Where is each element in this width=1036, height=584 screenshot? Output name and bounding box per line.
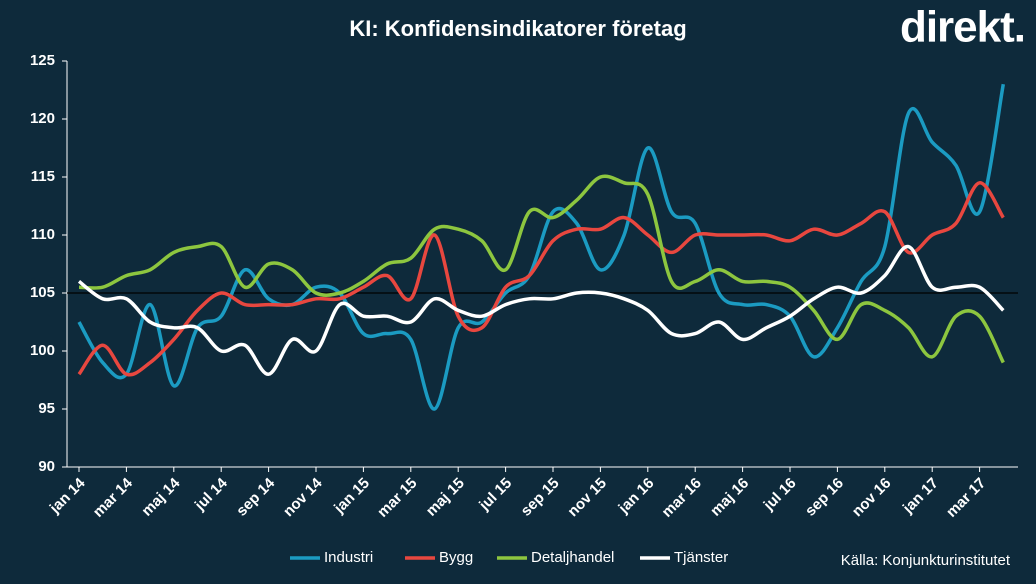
legend-label: Bygg [439, 549, 473, 566]
y-tick-label: 100 [30, 342, 55, 359]
y-tick-label: 95 [38, 400, 55, 417]
y-tick-label: 110 [31, 226, 55, 243]
series-line [77, 181, 1005, 377]
series-line [78, 174, 1005, 364]
y-tick-label: 90 [38, 458, 55, 475]
legend-label: Tjänster [674, 549, 728, 566]
y-tick-label: 120 [30, 110, 55, 127]
series-line [77, 244, 1005, 376]
y-tick-label: 115 [31, 168, 55, 185]
legend-label: Detaljhandel [531, 549, 614, 566]
series-line [77, 83, 1006, 411]
chart-title: KI: Konfidensindikatorer företag [349, 16, 686, 41]
legend-label: Industri [324, 549, 373, 566]
source: Källa: Konjunkturinstitutet [841, 552, 1011, 569]
y-tick-label: 125 [30, 52, 55, 69]
logo: direkt. [900, 3, 1025, 52]
y-tick-label: 105 [30, 284, 55, 301]
